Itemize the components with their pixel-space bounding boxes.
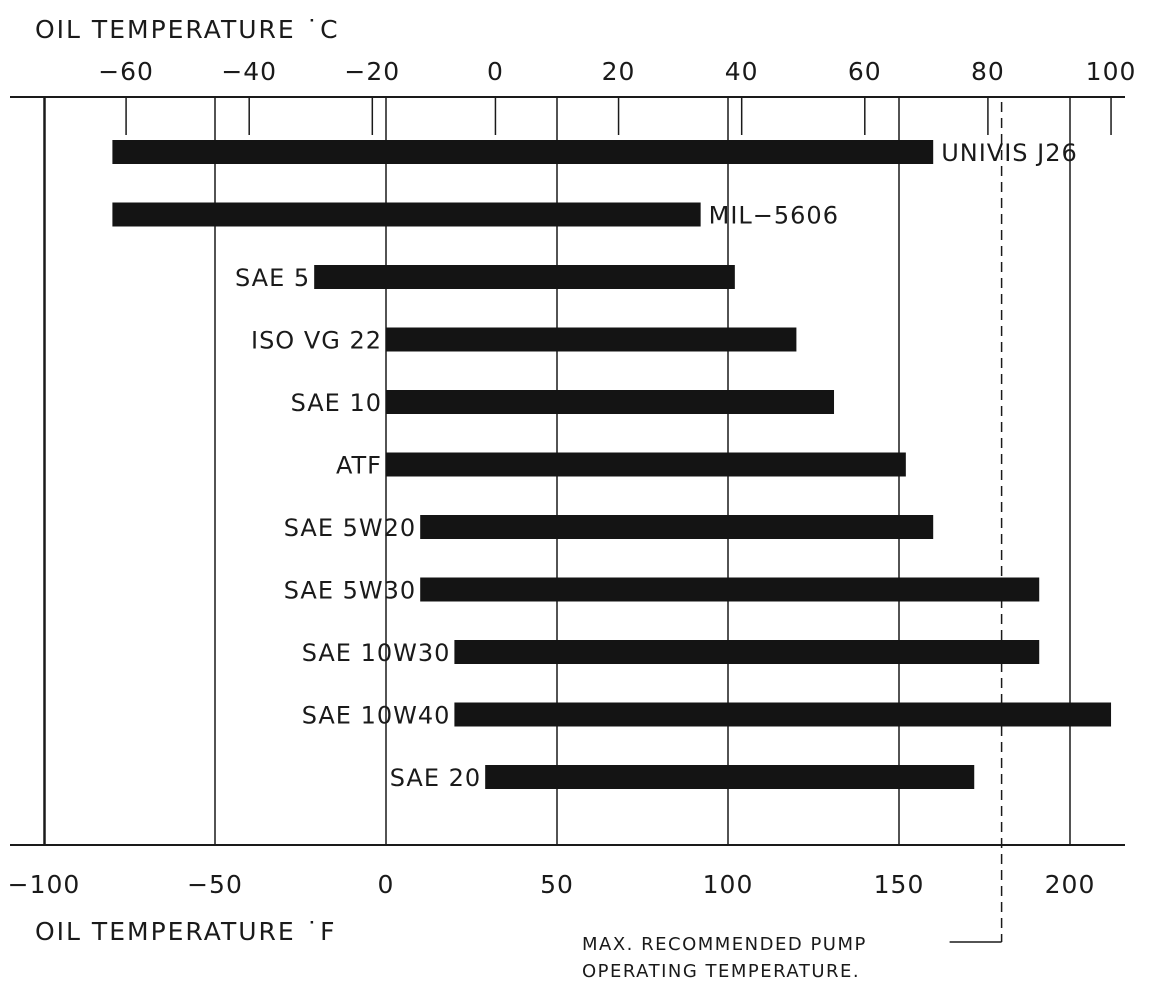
fahrenheit-tick-label: 0 xyxy=(378,870,395,899)
oil-grade-label: ATF xyxy=(336,452,382,480)
pump-temp-annotation-line1: MAX. RECOMMENDED PUMP xyxy=(582,934,867,955)
bottom-axis-title: OIL TEMPERATURE ˙F xyxy=(35,917,337,946)
celsius-tick-label: −60 xyxy=(98,57,154,86)
oil-grade-label: SAE 20 xyxy=(390,764,481,792)
temperature-range-bar xyxy=(454,702,1112,727)
temperature-range-bar xyxy=(485,765,975,789)
celsius-tick-label: 0 xyxy=(487,57,504,86)
temperature-range-bar xyxy=(386,452,906,477)
celsius-tick-label: −40 xyxy=(221,57,277,86)
oil-grade-label: MIL−5606 xyxy=(709,202,839,230)
temperature-range-bar xyxy=(112,140,934,164)
pump-temp-annotation-line2: OPERATING TEMPERATURE. xyxy=(582,961,860,982)
temperature-range-bar xyxy=(454,640,1040,664)
oil-grade-label: SAE 5W30 xyxy=(284,577,416,605)
celsius-tick-label: 40 xyxy=(725,57,759,86)
celsius-tick-label: 60 xyxy=(848,57,882,86)
oil-grade-label: SAE 5W20 xyxy=(284,514,416,542)
oil-grade-label: SAE 10W30 xyxy=(302,639,451,667)
temperature-range-bar xyxy=(386,390,835,414)
celsius-tick-label: 80 xyxy=(971,57,1005,86)
temperature-range-bar xyxy=(420,577,1040,602)
oil-grade-label: SAE 10W40 xyxy=(302,702,451,730)
temperature-range-bar xyxy=(314,265,735,289)
oil-grade-label: SAE 10 xyxy=(291,389,382,417)
celsius-tick-label: −20 xyxy=(344,57,400,86)
fahrenheit-tick-label: 150 xyxy=(874,870,925,899)
celsius-tick-label: 100 xyxy=(1086,57,1137,86)
oil-grade-label: ISO VG 22 xyxy=(251,327,382,355)
fahrenheit-tick-label: −100 xyxy=(8,870,81,899)
fahrenheit-tick-label: −50 xyxy=(187,870,243,899)
fahrenheit-tick-label: 200 xyxy=(1045,870,1096,899)
temperature-range-bar xyxy=(386,327,797,352)
top-axis-title: OIL TEMPERATURE ˙C xyxy=(35,15,340,44)
temperature-range-bar xyxy=(112,202,701,227)
fahrenheit-tick-label: 50 xyxy=(540,870,574,899)
oil-grade-label: SAE 5 xyxy=(235,264,310,292)
oil-grade-label: UNIVIS J26 xyxy=(941,139,1078,167)
celsius-tick-label: 20 xyxy=(602,57,636,86)
temperature-range-bar xyxy=(420,515,934,539)
fahrenheit-tick-label: 100 xyxy=(703,870,754,899)
